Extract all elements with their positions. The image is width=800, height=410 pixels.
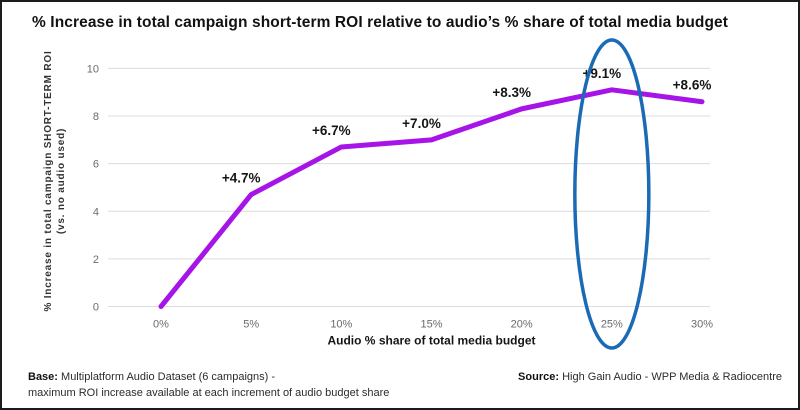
base-note: Base: Multiplatform Audio Dataset (6 cam… [28, 370, 389, 402]
source-label: Source: [518, 370, 560, 383]
x-tick-label: 25% [601, 318, 623, 330]
data-point-label: +4.7% [222, 170, 261, 185]
source-text: High Gain Audio - WPP Media & Radiocentr… [562, 370, 782, 383]
y-tick-label: 10 [87, 63, 99, 75]
roi-line-chart: 0 2 4 6 8 10 0% 5% 10% 15% 20% 25% 30% Audio % share … [43, 37, 713, 350]
x-tick-label: 15% [420, 318, 442, 330]
data-point-label: +9.1% [583, 65, 622, 80]
highlight-ellipse [573, 37, 651, 350]
x-axis-title: Audio % share of total media budget [327, 333, 535, 347]
y-tick-label: 8 [93, 111, 99, 123]
y-tick-label: 6 [93, 158, 99, 170]
y-axis-title-sub: (vs. no audio used) [56, 127, 67, 233]
source-note: Source: High Gain Audio - WPP Media & Ra… [518, 370, 782, 386]
data-point-label: +8.3% [492, 84, 531, 99]
data-point-label: +6.7% [312, 123, 351, 138]
chart-title: % Increase in total campaign short-term … [32, 14, 729, 31]
y-tick-label: 0 [93, 301, 99, 313]
base-text-line2: maximum ROI increase available at each i… [28, 386, 390, 399]
y-axis-title: % Increase in total campaign SHORT-TERM … [43, 50, 54, 311]
data-point-label: +8.6% [673, 77, 712, 92]
x-tick-label: 10% [330, 318, 352, 330]
y-tick-label: 4 [93, 206, 99, 218]
roi-data-line [158, 86, 705, 309]
footer: Base: Multiplatform Audio Dataset (6 cam… [2, 368, 798, 402]
x-tick-label: 5% [243, 318, 259, 330]
base-text: Multiplatform Audio Dataset (6 campaigns… [61, 370, 276, 383]
x-tick-label: 20% [511, 318, 533, 330]
data-point-label: +7.0% [402, 115, 441, 130]
base-label: Base: [28, 370, 58, 383]
x-tick-label: 0% [153, 318, 169, 330]
x-tick-label: 30% [691, 318, 713, 330]
y-tick-label: 2 [93, 253, 99, 265]
